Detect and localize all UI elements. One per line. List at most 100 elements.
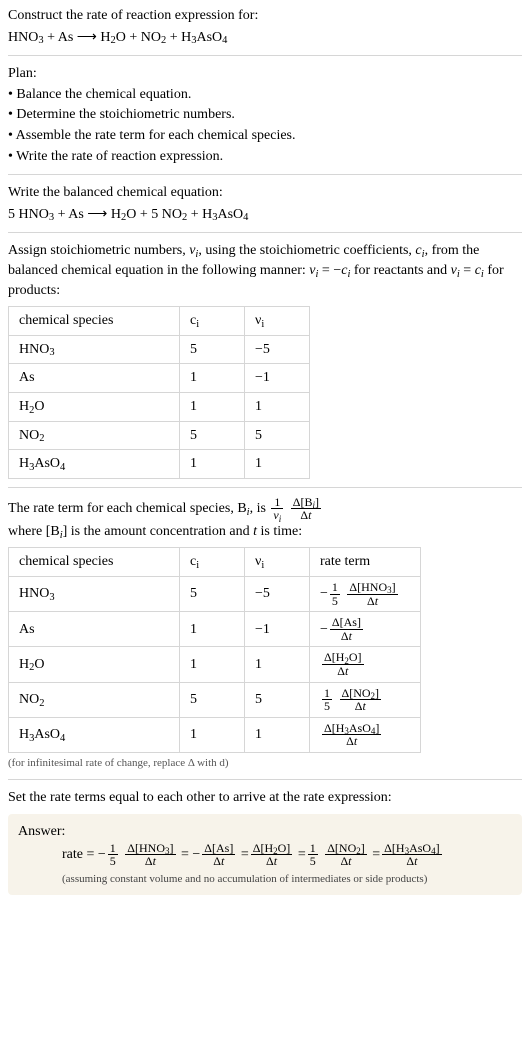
stoich-col-1: ci [180, 307, 245, 336]
frac-den: 5 [330, 594, 340, 608]
page: Construct the rate of reaction expressio… [0, 0, 530, 921]
term-frac: Δ[NO2]Δt [325, 842, 367, 868]
frac-den: Δt [251, 854, 293, 868]
term-frac: Δ[HNO3]Δt [347, 581, 397, 607]
stoich-intro: Assign stoichiometric numbers, νi, using… [8, 241, 522, 300]
stoich-cell: 5 [180, 421, 245, 450]
plan-item: • Assemble the rate term for each chemic… [8, 126, 522, 146]
term-frac: Δ[H2O]Δt [322, 651, 364, 677]
rateterm-c: 1 [180, 717, 245, 752]
rateterm-term: − Δ[As]Δt [310, 612, 421, 647]
rateterm-nu: 1 [245, 717, 310, 752]
rateterm-table-note: (for infinitesimal rate of change, repla… [8, 756, 522, 771]
frac-num: 1 [308, 842, 318, 855]
frac-num: Δ[H3AsO4] [382, 842, 441, 855]
rateterm-term: Δ[H3AsO4]Δt [310, 717, 421, 752]
frac-num: Δ[NO2] [325, 842, 367, 855]
divider [8, 174, 522, 175]
question-prompt: Construct the rate of reaction expressio… [8, 6, 522, 26]
frac-num: Δ[NO2] [340, 687, 382, 700]
term-frac: Δ[H2O]Δt [251, 842, 293, 868]
balanced-block: Write the balanced chemical equation: 5 … [8, 183, 522, 224]
rateterm-row: H2O11Δ[H2O]Δt [9, 647, 421, 682]
frac-den: Δt [325, 854, 367, 868]
frac-num: 1 [271, 496, 283, 509]
answer-assumption: (assuming constant volume and no accumul… [18, 872, 512, 887]
plan-item: • Balance the chemical equation. [8, 85, 522, 105]
stoich-row: As1−1 [9, 364, 310, 393]
answer-box: Answer: rate = − 15 Δ[HNO3]Δt = − Δ[As]Δ… [8, 814, 522, 895]
term-frac: Δ[NO2]Δt [340, 687, 382, 713]
frac-den: νi [271, 508, 283, 522]
stoich-cell: As [9, 364, 180, 393]
rateterm-main-frac-2: Δ[Bi] Δt [291, 496, 321, 522]
frac-num: Δ[H2O] [251, 842, 293, 855]
rateterm-c: 5 [180, 577, 245, 612]
term-coef: 15 [330, 581, 340, 607]
term-coef: 15 [308, 842, 318, 868]
frac-den: Δt [322, 734, 381, 748]
rateterm-nu: 5 [245, 682, 310, 717]
plan-item: • Determine the stoichiometric numbers. [8, 105, 522, 125]
final-block: Set the rate terms equal to each other t… [8, 788, 522, 895]
stoich-cell: 1 [180, 450, 245, 479]
stoich-cell: H2O [9, 392, 180, 421]
final-title: Set the rate terms equal to each other t… [8, 788, 522, 808]
term-prefix: = − [181, 845, 200, 865]
rateterm-table: chemical speciesciνirate term HNO35−5− 1… [8, 547, 421, 753]
divider [8, 232, 522, 233]
frac-den: Δt [330, 629, 363, 643]
plan-title: Plan: [8, 64, 522, 84]
frac-den: Δt [347, 594, 397, 608]
rateterm-term: 15 Δ[NO2]Δt [310, 682, 421, 717]
frac-den: Δt [291, 508, 321, 522]
stoich-row: H3AsO411 [9, 450, 310, 479]
frac-num: 1 [330, 581, 340, 594]
stoich-row: H2O11 [9, 392, 310, 421]
rateterm-nu: −1 [245, 612, 310, 647]
rate-label: rate = [62, 845, 94, 865]
stoich-row: HNO35−5 [9, 335, 310, 364]
rateterm-table-head: chemical speciesciνirate term [9, 548, 421, 577]
rateterm-row: HNO35−5− 15 Δ[HNO3]Δt [9, 577, 421, 612]
stoich-table-body: HNO35−5As1−1H2O11NO255H3AsO411 [9, 335, 310, 478]
term-frac: Δ[As]Δt [202, 842, 235, 868]
stoich-cell: 1 [245, 450, 310, 479]
frac-num: Δ[H2O] [322, 651, 364, 664]
stoich-cell: 5 [245, 421, 310, 450]
rateterm-nu: 1 [245, 647, 310, 682]
rateterm-c: 5 [180, 682, 245, 717]
rateterm-header-row: chemical speciesciνirate term [9, 548, 421, 577]
rateterm-row: NO25515 Δ[NO2]Δt [9, 682, 421, 717]
term-prefix: − [320, 584, 328, 604]
answer-rate-line: rate = − 15 Δ[HNO3]Δt = − Δ[As]Δt = Δ[H2… [18, 842, 512, 868]
plan-block: Plan: • Balance the chemical equation. •… [8, 64, 522, 166]
frac-num: Δ[Bi] [291, 496, 321, 509]
rateterm-species: As [9, 612, 180, 647]
rateterm-c: 1 [180, 612, 245, 647]
rateterm-block: The rate term for each chemical species,… [8, 496, 522, 772]
rateterm-table-body: HNO35−5− 15 Δ[HNO3]ΔtAs1−1− Δ[As]ΔtH2O11… [9, 577, 421, 753]
rateterm-species: HNO3 [9, 577, 180, 612]
stoich-col-0: chemical species [9, 307, 180, 336]
term-coef: 15 [322, 687, 332, 713]
divider [8, 487, 522, 488]
stoich-block: Assign stoichiometric numbers, νi, using… [8, 241, 522, 478]
rateterm-main-frac-1: 1 νi [271, 496, 283, 522]
rateterm-col-1: ci [180, 548, 245, 577]
rateterm-col-0: chemical species [9, 548, 180, 577]
stoich-cell: NO2 [9, 421, 180, 450]
stoich-table: chemical speciesciνi HNO35−5As1−1H2O11NO… [8, 306, 310, 479]
stoich-row: NO255 [9, 421, 310, 450]
rateterm-c: 1 [180, 647, 245, 682]
plan-list: • Balance the chemical equation. • Deter… [8, 85, 522, 166]
frac-den: Δt [382, 854, 441, 868]
term-coef: 15 [108, 842, 118, 868]
frac-den: Δt [125, 854, 175, 868]
term-prefix: = [241, 845, 249, 865]
frac-num: Δ[H3AsO4] [322, 722, 381, 735]
term-prefix: = [372, 845, 380, 865]
frac-den: Δt [202, 854, 235, 868]
term-prefix: = [298, 845, 306, 865]
rateterm-col-2: νi [245, 548, 310, 577]
